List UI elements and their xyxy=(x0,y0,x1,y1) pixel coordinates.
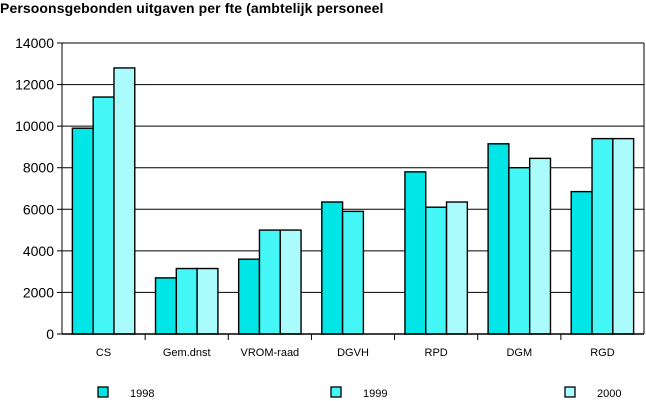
x-tick-labels: CS Gem.dnst VROM-raad DGVH RPD DGM RGD xyxy=(96,347,615,359)
bar-1998-RGD xyxy=(570,190,593,335)
legend-label: 1998 xyxy=(130,388,154,400)
legend: 1998 1999 2000 xyxy=(97,386,621,400)
y-tick-label: 14000 xyxy=(15,35,54,51)
bar-2000-RGD xyxy=(612,137,635,335)
y-tick-label: 8000 xyxy=(23,160,54,176)
y-tick-label: 6000 xyxy=(23,201,54,217)
bar-1999-DGM xyxy=(508,167,531,335)
y-tick-label: 10000 xyxy=(15,118,54,134)
bar-1998-RPD xyxy=(404,171,427,335)
legend-swatch-1998 xyxy=(97,386,109,398)
legend-swatch-1999 xyxy=(330,386,342,398)
bar-1999-DGVH xyxy=(341,210,365,335)
bar-1999-Gem.dnst xyxy=(175,267,198,335)
x-tick-label: VROM-raad xyxy=(241,347,300,359)
bar-2000-VROM-raad xyxy=(279,229,302,335)
bar-1998-DGM xyxy=(487,143,510,335)
x-tick-label: Gem.dnst xyxy=(163,347,211,359)
x-tick-label: DGM xyxy=(506,347,532,359)
bar-1999-VROM-raad xyxy=(258,229,281,335)
axes xyxy=(57,42,645,340)
bar-1998-CS xyxy=(71,127,94,335)
y-tick-label: 2000 xyxy=(23,284,54,300)
y-tick-label: 12000 xyxy=(15,77,54,93)
y-tick-labels: 0 2000 4000 6000 8000 10000 12000 14000 xyxy=(15,35,54,342)
chart-title: Persoonsgebonden uitgaven per fte (ambte… xyxy=(0,0,384,16)
bars xyxy=(71,67,635,335)
x-tick-label: RPD xyxy=(425,347,448,359)
x-tick-label: CS xyxy=(96,347,111,359)
legend-label: 1999 xyxy=(363,388,387,400)
bar-1998-VROM-raad xyxy=(237,258,261,335)
bar-2000-DGM xyxy=(528,157,552,335)
x-tick-label: DGVH xyxy=(337,347,369,359)
y-tick-label: 0 xyxy=(46,326,54,342)
bar-1998-Gem.dnst xyxy=(154,277,178,335)
bar-1999-CS xyxy=(92,96,115,335)
x-tick-label: RGD xyxy=(590,347,615,359)
y-tick-label: 4000 xyxy=(23,243,54,259)
legend-label: 2000 xyxy=(597,388,621,400)
legend-swatch-2000 xyxy=(564,386,576,398)
bar-1998-DGVH xyxy=(321,201,344,335)
bar-1999-RGD xyxy=(591,137,614,335)
bar-2000-Gem.dnst xyxy=(196,267,219,335)
bar-2000-CS xyxy=(113,67,136,335)
bar-1999-RPD xyxy=(425,206,448,335)
bar-2000-RPD xyxy=(445,201,469,335)
